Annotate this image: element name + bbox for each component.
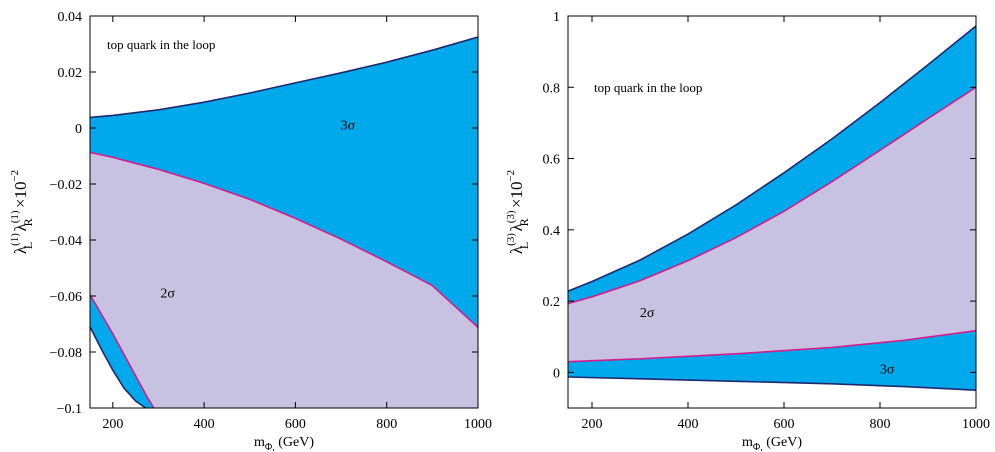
- x-tick-label: 200: [102, 417, 123, 432]
- x-axis-label: mΦ, (GeV): [742, 435, 802, 452]
- y-label-lsup: (1): [9, 233, 21, 246]
- x-tick-label: 1000: [464, 417, 492, 432]
- y-label-exp: −2: [9, 170, 21, 182]
- x-label-tail: (GeV): [763, 435, 803, 450]
- right-panel: 200 400 600 800 1000 0 0.2 0.4 0.6 0.8 1 top quark …: [505, 10, 990, 452]
- band-label: 3σ: [341, 118, 356, 133]
- y-tick-label: 0: [553, 366, 560, 381]
- y-axis-label: λ(3)L λ(3)R ×10−2: [505, 170, 531, 254]
- y-tick-label: 0.2: [543, 295, 561, 310]
- x-tick-label: 1000: [962, 417, 990, 432]
- curve-3sigma-upper: [90, 36, 478, 119]
- x-label-main: m: [742, 435, 753, 450]
- y-label-tail: ×10: [507, 182, 526, 213]
- band-label: 2σ: [160, 286, 175, 301]
- y-tick-label: 0: [75, 122, 82, 137]
- y-axis-label: λ(1)L λ(1)R ×10−2: [9, 170, 35, 254]
- x-tick-label: 800: [376, 417, 397, 432]
- y-label-lambda-r: λ: [507, 222, 526, 235]
- x-label-sub: Φ,: [265, 442, 275, 452]
- y-tick-label: −0.04: [50, 234, 82, 249]
- band-label: 3σ: [880, 362, 895, 377]
- band-2sigma: [568, 87, 976, 362]
- curve-2sigma-upper: [90, 151, 478, 328]
- y-label-lambda-r: λ: [11, 222, 30, 235]
- curve-3sigma-upper: [568, 25, 976, 292]
- plot-area: [90, 36, 478, 408]
- curve-2sigma-upper: [568, 86, 976, 305]
- y-tick-label: 0.6: [543, 153, 561, 168]
- y-label-rsub: R: [517, 218, 531, 226]
- curve-2sigma-lower: [90, 294, 155, 408]
- curve-3sigma-lower: [90, 326, 147, 408]
- left-panel: 200 400 600 800 1000 −0.1 −0.08 −0.06 −0.04 −0.02…: [9, 10, 492, 452]
- x-axis-label: mΦ, (GeV): [254, 435, 314, 452]
- x-tick-label: 400: [678, 417, 699, 432]
- y-label-tail: ×10: [11, 182, 30, 213]
- annotation: top quark in the loop: [107, 37, 215, 52]
- x-label-sub: Φ,: [753, 442, 763, 452]
- y-label-rsup: (3): [505, 210, 517, 223]
- y-tick-label: 0.04: [58, 10, 83, 25]
- y-label-lambda-l: λ: [507, 245, 526, 254]
- y-label-lsup: (3): [505, 233, 517, 246]
- x-tick-label: 600: [774, 417, 795, 432]
- x-tick-label: 800: [870, 417, 891, 432]
- x-label-tail: (GeV): [275, 435, 315, 450]
- x-tick-label: 200: [582, 417, 603, 432]
- y-label-lsub: L: [21, 242, 35, 249]
- annotation: top quark in the loop: [594, 80, 702, 95]
- y-tick-label: 0.8: [543, 81, 561, 96]
- curve-2sigma-lower: [568, 329, 976, 363]
- x-tick-label: 600: [285, 417, 306, 432]
- y-tick-label: −0.02: [50, 178, 82, 193]
- plot-area: [568, 25, 976, 391]
- y-tick-label: 0.02: [58, 66, 83, 81]
- y-label-rsup: (1): [9, 210, 21, 223]
- x-tick-label: 400: [194, 417, 215, 432]
- x-label-main: m: [254, 435, 265, 450]
- band-label: 2σ: [640, 306, 655, 321]
- y-tick-label: −0.08: [50, 346, 82, 361]
- y-tick-label: −0.06: [50, 290, 82, 305]
- y-label-exp: −2: [505, 170, 517, 182]
- excluded-region: [90, 326, 146, 408]
- y-label-rsub: R: [21, 218, 35, 226]
- y-tick-label: 1: [553, 10, 560, 25]
- y-tick-label: −0.1: [57, 402, 82, 417]
- y-tick-label: 0.4: [543, 224, 561, 239]
- band-2sigma: [90, 152, 478, 408]
- y-label-lambda-l: λ: [11, 245, 30, 254]
- y-label-lsub: L: [517, 242, 531, 249]
- plot-frame: [89, 15, 479, 409]
- curve-3sigma-lower: [568, 376, 976, 391]
- plot-frame: [567, 15, 977, 409]
